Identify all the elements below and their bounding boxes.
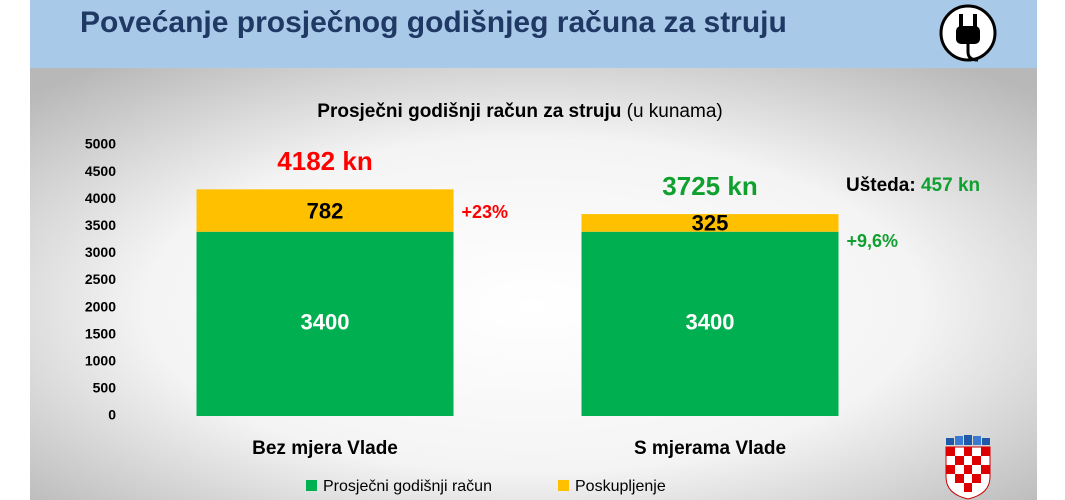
legend-label: Poskupljenje [575,478,666,495]
x-tick-label: Bez mjera Vlade [252,438,398,459]
bar-segment [196,189,454,232]
change-label: +9,6% [847,231,899,251]
y-tick-label: 5000 [85,136,116,152]
chart-title-note: (u kunama) [627,101,723,122]
value-label: 325 [692,211,729,236]
legend-swatch [558,480,569,491]
y-tick-label: 0 [108,407,116,423]
legend-label: Prosječni godišnji račun [323,478,492,495]
legend-swatch [306,480,317,491]
chart-title: Prosječni godišnji račun za struju [317,101,621,122]
y-tick-label: 4500 [85,163,116,179]
value-label: 3400 [301,310,350,335]
y-tick-label: 3500 [85,217,116,233]
savings: Ušteda: 457 kn [846,175,980,196]
bar-segment [581,231,839,416]
bar-segment [196,231,454,416]
y-tick-label: 4000 [85,190,116,206]
y-tick-label: 1000 [85,353,116,369]
savings-value: 457 kn [921,175,980,196]
y-tick-label: 1500 [85,325,116,341]
y-tick-label: 3000 [85,244,116,260]
value-label: 3400 [686,310,735,335]
slide-background [30,68,1037,500]
total-label: 3725 kn [662,171,757,201]
x-tick-label: S mjerama Vlade [634,438,786,459]
header-title: Povećanje prosječnog godišnjeg računa za… [80,6,787,39]
coat-of-arms [945,435,991,500]
chart-title-group: Prosječni godišnji račun za struju (u ku… [317,101,722,122]
bar-segment [581,214,839,232]
y-tick-label: 2000 [85,298,116,314]
savings-label: Ušteda: [846,175,916,196]
plug-icon [939,4,997,62]
total-label: 4182 kn [277,146,372,176]
y-tick-label: 500 [93,380,117,396]
header-band [30,0,1037,68]
value-label: 782 [307,198,344,223]
y-tick-label: 2500 [85,271,116,287]
change-label: +23% [462,202,509,222]
